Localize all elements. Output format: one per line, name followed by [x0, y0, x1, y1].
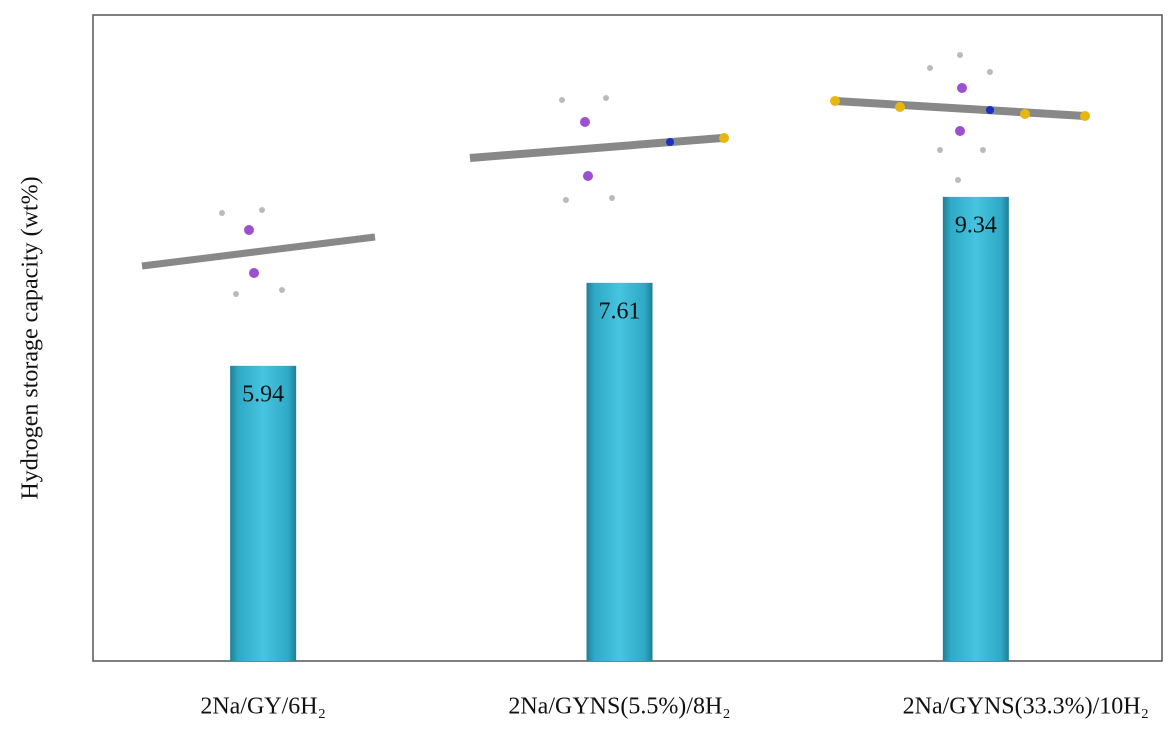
value-label: 5.94 [242, 381, 284, 407]
x-tick-label: 2Na/GYNS(33.3%)/10H₂ [903, 694, 1149, 720]
molecule-illustration [469, 95, 729, 203]
molecule-illustration [830, 52, 1090, 183]
molecule-illustration [141, 207, 376, 297]
y-axis-label: Hydrogen storage capacity (wt%) [18, 176, 44, 499]
bar [230, 365, 297, 661]
bar [942, 196, 1009, 661]
value-label: 9.34 [955, 212, 997, 238]
value-label: 7.61 [599, 298, 641, 324]
x-tick-label: 2Na/GYNS(5.5%)/8H₂ [508, 694, 730, 720]
x-tick-label: 2Na/GY/6H₂ [200, 694, 326, 720]
bar [586, 282, 653, 661]
